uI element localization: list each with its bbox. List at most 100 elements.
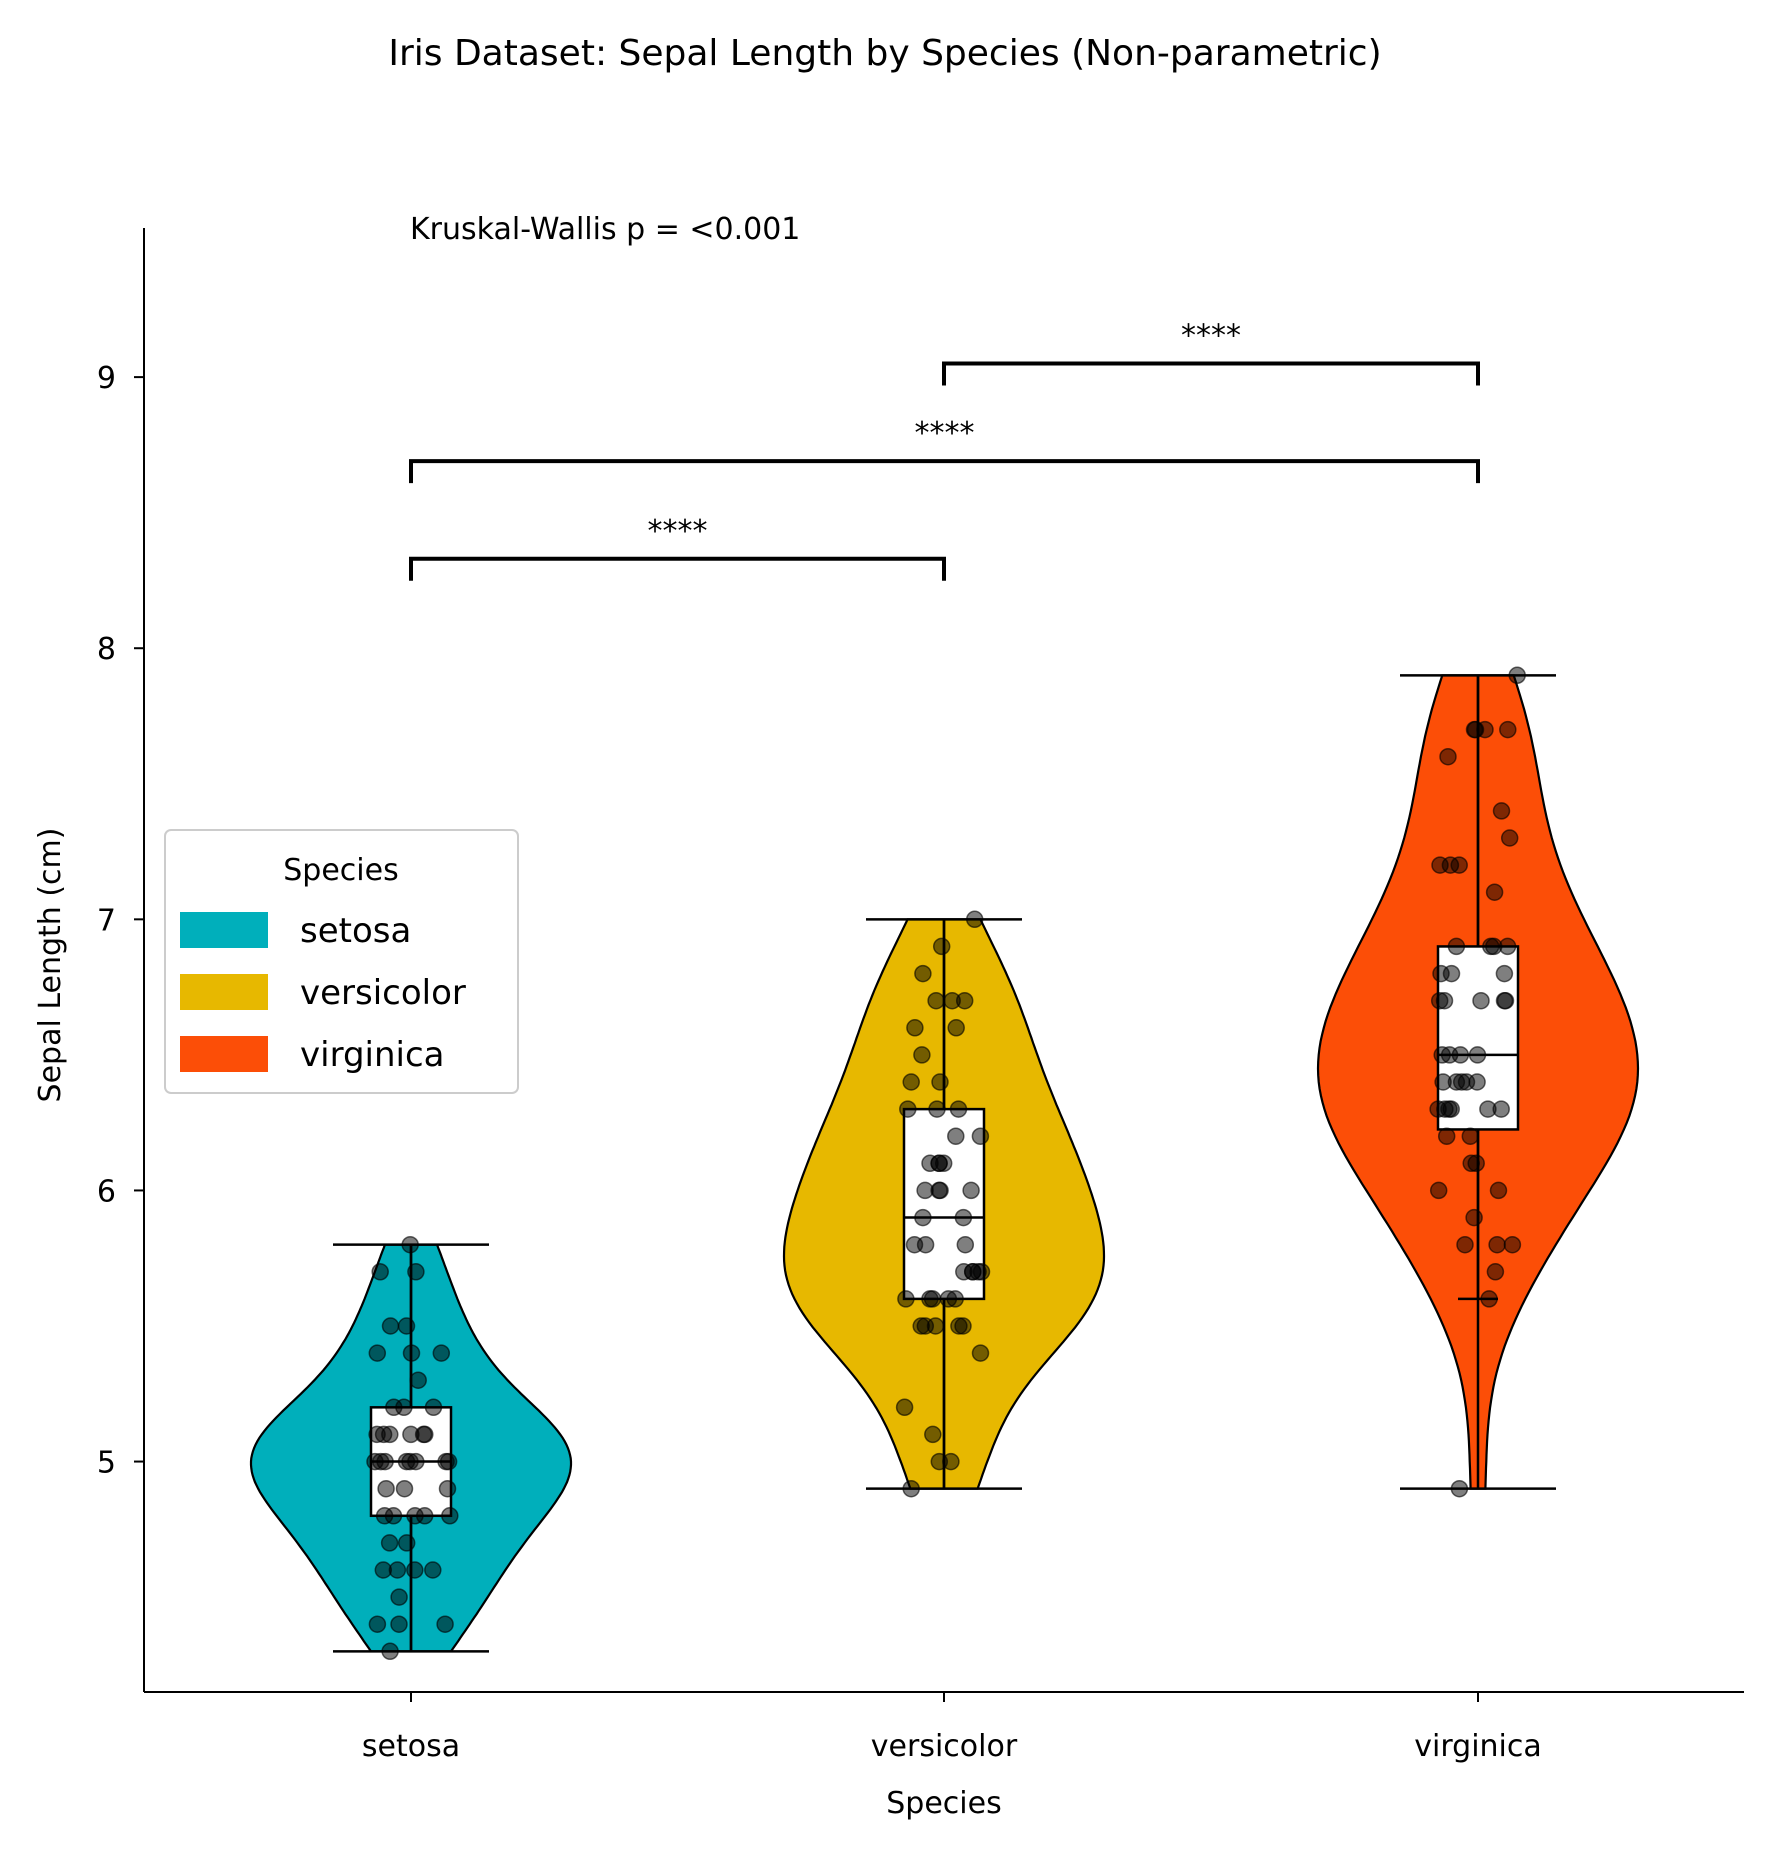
- data-point: [1482, 937, 1500, 956]
- data-point: [956, 1235, 975, 1254]
- data-point: [916, 1181, 934, 1200]
- legend-swatch-versicolor: [180, 974, 268, 1010]
- data-point: [390, 1615, 408, 1633]
- data-point: [1468, 1046, 1487, 1064]
- data-point: [1465, 1208, 1483, 1227]
- data-point: [930, 1452, 949, 1471]
- data-point: [932, 937, 951, 956]
- data-point: [438, 1479, 457, 1498]
- legend-label-virginica: virginica: [300, 1035, 445, 1075]
- data-point: [902, 1073, 920, 1091]
- jitter-points: [366, 666, 1526, 1661]
- legend-swatch-setosa: [180, 912, 268, 948]
- y-tick-label: 9: [97, 361, 116, 396]
- data-point: [947, 1019, 965, 1037]
- data-point: [402, 1344, 421, 1362]
- y-tick-label: 5: [97, 1446, 116, 1481]
- significance-label-setosa-versicolor: ****: [648, 514, 708, 549]
- data-point: [374, 1561, 393, 1579]
- data-point: [1429, 1181, 1448, 1200]
- y-axis-label: Sepal Length (cm): [33, 828, 68, 1103]
- data-point: [949, 1100, 968, 1118]
- data-point: [1495, 964, 1514, 983]
- data-point: [902, 1479, 920, 1498]
- bracket-setosa-versicolor: [409, 556, 946, 581]
- x-tick-label-virginica: virginica: [1414, 1729, 1542, 1764]
- data-point: [1488, 1235, 1506, 1254]
- legend-items: setosa versicolor virginica: [180, 911, 466, 1075]
- data-point: [368, 1615, 387, 1633]
- data-point: [1432, 964, 1450, 983]
- data-point: [1451, 1046, 1470, 1064]
- data-point: [395, 1479, 414, 1498]
- data-point: [1508, 666, 1526, 685]
- data-point: [1462, 1154, 1480, 1173]
- data-point: [397, 1534, 416, 1552]
- legend-label-versicolor: versicolor: [300, 973, 466, 1013]
- data-point: [895, 1398, 914, 1417]
- data-point: [374, 1425, 393, 1444]
- data-point: [916, 1235, 935, 1254]
- data-point: [1439, 747, 1457, 766]
- data-point: [923, 1290, 942, 1308]
- data-point: [380, 1534, 399, 1552]
- data-point: [924, 1425, 942, 1444]
- data-point: [1479, 1100, 1497, 1118]
- data-point: [1492, 802, 1511, 820]
- data-point: [1450, 1479, 1469, 1498]
- data-point: [906, 1019, 924, 1037]
- bracket-versicolor-virginica: [942, 361, 1480, 386]
- data-point: [930, 1154, 948, 1173]
- data-point: [371, 1452, 390, 1471]
- data-point: [439, 1452, 458, 1471]
- data-point: [955, 991, 974, 1010]
- data-point: [939, 1290, 958, 1308]
- data-point: [1456, 1235, 1474, 1254]
- data-point: [401, 1235, 419, 1254]
- significance-brackets: **** **** ****: [409, 319, 1480, 581]
- data-point: [397, 1452, 416, 1471]
- data-point: [377, 1479, 395, 1498]
- data-point: [424, 1561, 442, 1579]
- data-point: [1489, 1181, 1508, 1200]
- legend-frame: [164, 829, 519, 1094]
- data-point: [914, 964, 932, 983]
- data-point: [1461, 1127, 1480, 1145]
- data-point: [955, 1263, 973, 1281]
- data-point: [406, 1561, 424, 1579]
- data-point: [927, 991, 945, 1010]
- data-point: [1496, 991, 1515, 1010]
- y-tick-label: 6: [97, 1174, 116, 1209]
- data-point: [947, 1127, 965, 1145]
- kruskal-wallis-annotation: Kruskal-Wallis p = <0.001: [410, 212, 800, 247]
- legend-title: Species: [283, 853, 398, 888]
- y-ticks: 5 6 7 8 9: [97, 361, 144, 1481]
- x-tick-label-versicolor: versicolor: [871, 1729, 1018, 1764]
- data-point: [409, 1371, 427, 1389]
- data-point: [415, 1507, 434, 1525]
- data-point: [965, 910, 984, 929]
- x-ticks: setosa versicolor virginica: [362, 1692, 1542, 1764]
- y-tick-label: 7: [97, 903, 116, 938]
- significance-label-setosa-virginica: ****: [915, 416, 975, 451]
- data-point: [954, 1317, 972, 1335]
- significance-label-versicolor-virginica: ****: [1181, 319, 1241, 354]
- data-point: [1452, 1073, 1471, 1091]
- data-point: [375, 1507, 394, 1525]
- data-point: [971, 1127, 990, 1145]
- data-point: [1436, 1100, 1454, 1118]
- data-point: [390, 1588, 408, 1606]
- data-point: [1433, 1046, 1451, 1064]
- data-point: [385, 1398, 403, 1417]
- x-tick-label-setosa: setosa: [362, 1729, 460, 1764]
- y-tick-label: 8: [97, 632, 116, 667]
- chart-title: Iris Dataset: Sepal Length by Species (N…: [388, 33, 1381, 74]
- data-point: [1447, 937, 1466, 956]
- data-point: [916, 1317, 935, 1335]
- data-point: [1498, 937, 1517, 956]
- data-point: [931, 1073, 949, 1091]
- legend-label-setosa: setosa: [300, 911, 411, 951]
- data-point: [424, 1398, 443, 1417]
- x-axis-label: Species: [886, 1786, 1001, 1821]
- data-point: [397, 1317, 416, 1335]
